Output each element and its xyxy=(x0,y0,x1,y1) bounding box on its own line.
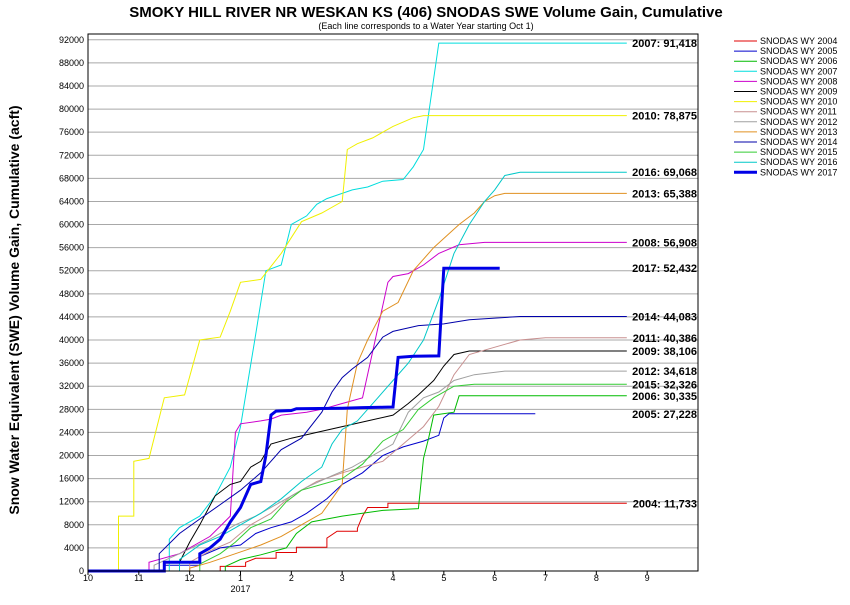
x-tick-label: 10 xyxy=(83,573,93,583)
series-end-label: 2009: 38,106 xyxy=(632,346,697,358)
series-end-label: 2005: 27,228 xyxy=(632,409,697,421)
x-tick-label: 8 xyxy=(594,573,599,583)
y-tick-label: 80000 xyxy=(59,104,84,114)
legend-entry-label: SNODAS WY 2004 xyxy=(760,36,837,46)
legend-entry-label: SNODAS WY 2017 xyxy=(760,167,837,177)
chart-subtitle: (Each line corresponds to a Water Year s… xyxy=(318,21,533,31)
y-tick-label: 28000 xyxy=(59,404,84,414)
series-line-wy2014 xyxy=(88,316,627,572)
x-tick-label: 7 xyxy=(543,573,548,583)
y-tick-label: 64000 xyxy=(59,196,84,206)
legend-entry-label: SNODAS WY 2009 xyxy=(760,87,837,97)
series-line-wy2006 xyxy=(88,395,627,572)
series-line-wy2017 xyxy=(88,266,500,573)
y-tick-label: 68000 xyxy=(59,173,84,183)
label-layer: 2004: 11,733 2005: 27,228 2006: 30,335 2007… xyxy=(632,38,697,510)
series-end-label: 2016: 69,068 xyxy=(632,167,697,179)
series-end-label: 2008: 56,908 xyxy=(632,237,697,249)
series-end-label: 2015: 32,326 xyxy=(632,379,697,391)
x-tick-label: 3 xyxy=(340,573,345,583)
series-line-wy2004 xyxy=(88,502,627,572)
series-line-wy2007 xyxy=(88,42,627,572)
y-tick-label: 44000 xyxy=(59,312,84,322)
x-tick-label: 1 xyxy=(238,573,243,583)
series-layer xyxy=(88,42,627,573)
series-line-wy2008 xyxy=(88,241,627,572)
y-tick-label: 76000 xyxy=(59,127,84,137)
plot-area-border xyxy=(87,33,699,572)
x-tick-label: 4 xyxy=(390,573,395,583)
x-year-label: 2017 xyxy=(230,584,250,594)
y-tick-label: 36000 xyxy=(59,358,84,368)
legend-entry-label: SNODAS WY 2008 xyxy=(760,76,837,86)
legend-entry-label: SNODAS WY 2011 xyxy=(760,107,837,117)
y-tick-label: 88000 xyxy=(59,58,84,68)
y-tick-label: 0 xyxy=(79,566,84,576)
x-tick-label: 6 xyxy=(492,573,497,583)
x-tick-label: 9 xyxy=(645,573,650,583)
legend-entry-label: SNODAS WY 2005 xyxy=(760,46,837,56)
y-tick-label: 20000 xyxy=(59,451,84,461)
y-tick-label: 60000 xyxy=(59,220,84,230)
legend-entry-label: SNODAS WY 2013 xyxy=(760,127,837,137)
y-axis-label: Snow Water Equivalent (SWE) Volume Gain,… xyxy=(6,105,22,514)
y-tick-label: 48000 xyxy=(59,289,84,299)
y-tick-label: 84000 xyxy=(59,81,84,91)
series-end-label: 2007: 91,418 xyxy=(632,38,697,50)
y-tick-label: 24000 xyxy=(59,427,84,437)
y-tick-label: 32000 xyxy=(59,381,84,391)
series-end-label: 2006: 30,335 xyxy=(632,391,697,403)
series-end-label: 2014: 44,083 xyxy=(632,311,697,323)
legend-entry-label: SNODAS WY 2015 xyxy=(760,147,837,157)
legend-entry-label: SNODAS WY 2007 xyxy=(760,66,837,76)
axis-layer: 0 4000 8000 12000 16000 20000 24000 28000 32000 3… xyxy=(59,33,699,594)
series-end-label: 2013: 65,388 xyxy=(632,188,697,200)
legend-entry-label: SNODAS WY 2010 xyxy=(760,97,837,107)
series-line-wy2015 xyxy=(88,383,627,572)
y-tick-label: 56000 xyxy=(59,243,84,253)
series-end-label: 2010: 78,875 xyxy=(632,111,697,123)
y-tick-label: 16000 xyxy=(59,474,84,484)
x-tick-label: 2 xyxy=(289,573,294,583)
grid-layer xyxy=(88,39,698,572)
series-end-label: 2004: 11,733 xyxy=(633,498,697,510)
y-tick-label: 52000 xyxy=(59,266,84,276)
legend-entry-label: SNODAS WY 2014 xyxy=(760,137,837,147)
legend-entry-label: SNODAS WY 2016 xyxy=(760,157,837,167)
series-line-wy2012 xyxy=(88,370,627,572)
y-tick-label: 12000 xyxy=(59,497,84,507)
series-end-label: 2012: 34,618 xyxy=(632,366,697,378)
x-tick-label: 12 xyxy=(185,573,195,583)
x-tick-label: 5 xyxy=(441,573,446,583)
y-tick-label: 40000 xyxy=(59,335,84,345)
series-line-wy2013 xyxy=(88,192,627,572)
chart-title: SMOKY HILL RIVER NR WESKAN KS (406) SNOD… xyxy=(129,4,722,21)
series-line-wy2011 xyxy=(88,337,627,572)
x-tick-label: 11 xyxy=(134,573,143,583)
y-tick-label: 92000 xyxy=(59,35,84,45)
y-tick-label: 72000 xyxy=(59,150,84,160)
legend-entry-label: SNODAS WY 2006 xyxy=(760,56,837,66)
y-tick-label: 4000 xyxy=(64,543,84,553)
series-line-wy2009 xyxy=(88,350,627,572)
series-end-label: 2017: 52,432 xyxy=(632,263,697,275)
y-tick-label: 8000 xyxy=(64,520,84,530)
series-line-wy2010 xyxy=(88,115,627,572)
legend-entry-label: SNODAS WY 2012 xyxy=(760,117,837,127)
series-end-label: 2011: 40,386 xyxy=(633,333,697,345)
